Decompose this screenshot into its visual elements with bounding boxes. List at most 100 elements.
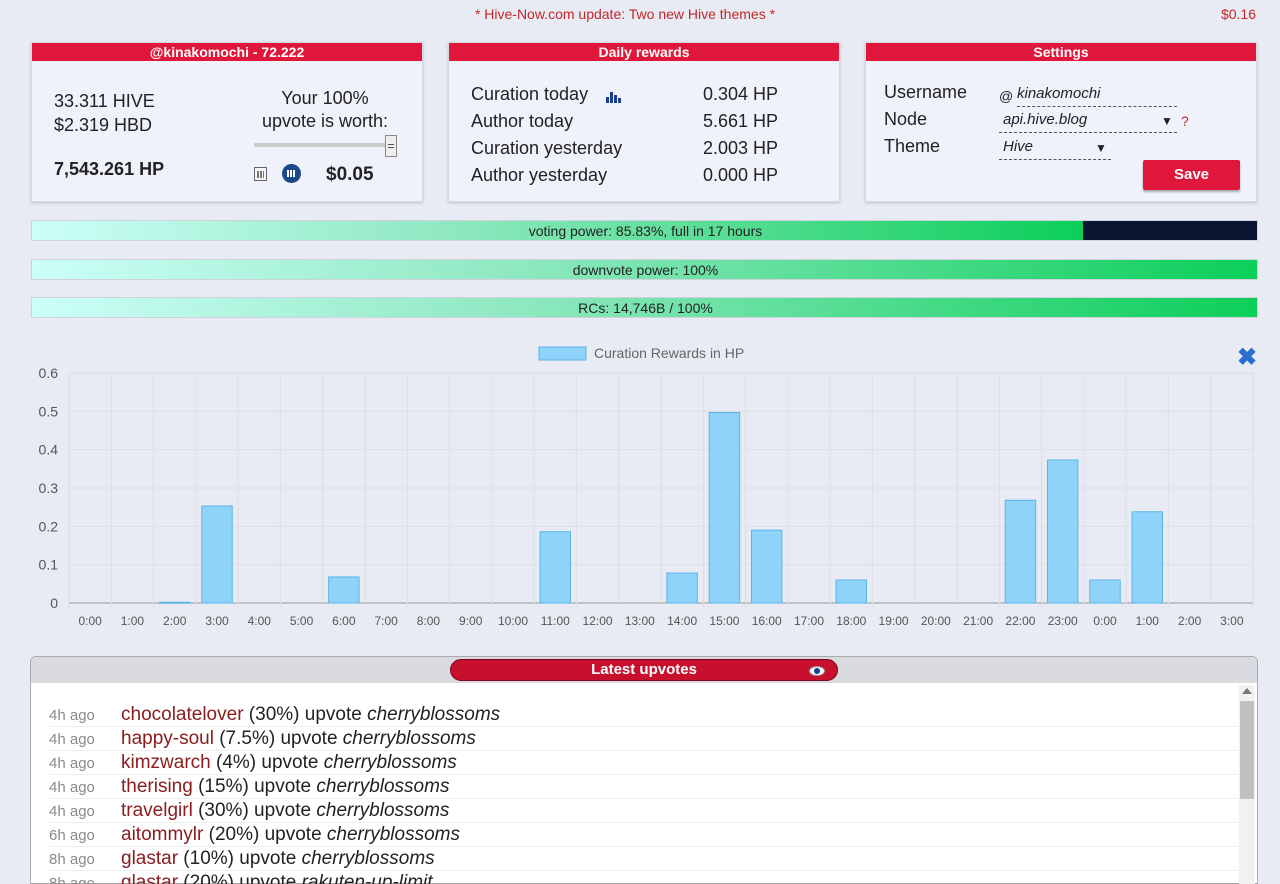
bar-chart-icon[interactable] [606,89,623,103]
x-tick-label: 21:00 [963,614,993,628]
upvote-voter-link[interactable]: kimzwarch [121,752,211,773]
theme-select[interactable]: Hive ▼ [999,138,1111,160]
upvote-worth-label-line2: upvote is worth: [261,111,389,131]
x-tick-label: 18:00 [836,614,866,628]
upvote-worth-label: Your 100% upvote is worth: [252,87,398,133]
downvote-power-fill [32,260,1257,279]
username-input[interactable]: kinakomochi [1017,85,1177,107]
upvote-time: 4h ago [49,803,95,820]
scrollbar[interactable] [1239,685,1255,884]
upvote-row: 4h ago travelgirl (30%) upvote cherryblos… [49,799,1239,823]
scroll-up-arrow-icon[interactable] [1242,688,1252,694]
chart-bar [666,572,698,604]
username-prefix: @ [999,88,1014,104]
node-help-link[interactable]: ? [1181,113,1189,129]
chart-bar [328,576,360,604]
x-tick-label: 22:00 [1005,614,1035,628]
upvote-voter-link[interactable]: glastar [121,872,179,884]
upvote-voter-link[interactable]: travelgirl [121,800,193,821]
rc-text: RCs: 14,746B / 100% [578,300,713,316]
theme-label: Theme [884,136,941,156]
chevron-down-icon: ▼ [1161,114,1173,128]
x-tick-label: 9:00 [459,614,483,628]
upvote-list: 4h ago chocolatelover (30%) upvote cherry… [49,703,1239,884]
upvote-weight-text: (30%) upvote [243,704,368,725]
x-tick-label: 19:00 [879,614,909,628]
x-tick-label: 17:00 [794,614,824,628]
upvote-voter-link[interactable]: therising [121,776,193,797]
voting-power-fill [32,221,1084,240]
upvote-weight-text: (10%) upvote [178,848,302,869]
node-select[interactable]: api.hive.blog ▼ [999,111,1177,133]
upvote-row: 4h ago happy-soul (7.5%) upvote cherryblo… [49,727,1239,751]
voting-power-bar: voting power: 85.83%, full in 17 hours [31,220,1258,241]
latest-upvotes-title-text: Latest upvotes [591,661,697,678]
x-tick-label: 8:00 [417,614,441,628]
announcement-link[interactable]: * Hive-Now.com update: Two new Hive them… [474,6,776,22]
author-yesterday-label: Author yesterday [471,165,608,185]
account-title: @kinakomochi - 72.222 [32,43,422,61]
chart-bar [158,601,191,604]
downvote-power-bar: downvote power: 100% [31,259,1258,280]
upvote-voter-link[interactable]: happy-soul [121,728,214,749]
upvote-weight-text: (15%) upvote [192,776,317,797]
upvote-voter-link[interactable]: glastar [121,848,179,869]
chevron-down-icon: ▼ [1095,141,1107,155]
upvote-time: 8h ago [49,851,95,868]
upvote-voter-link[interactable]: chocolatelover [121,704,244,725]
x-tick-label: 11:00 [541,614,570,628]
close-chart-icon[interactable]: ✖ [1237,344,1258,371]
upvote-author: cherryblossoms [316,776,450,797]
scrollbar-thumb[interactable] [1240,701,1254,799]
upvote-voter-link[interactable]: aitommylr [121,824,204,845]
rc-fill [32,298,1257,317]
chart-bar [1089,579,1121,604]
x-tick-label: 16:00 [752,614,782,628]
upvote-row: 8h ago glastar (10%) upvote cherryblossom… [49,847,1239,871]
chart-bar [750,529,783,604]
upvote-worth-label-line1: Your 100% [281,88,369,108]
y-tick-label: 0.1 [39,557,59,573]
chart-toggle-icon[interactable] [282,164,301,183]
downvote-power-text: downvote power: 100% [572,262,719,278]
y-tick-label: 0.6 [39,365,59,381]
x-tick-label: 12:00 [583,614,613,628]
legend-swatch [538,346,587,361]
voting-power-text: voting power: 85.83%, full in 17 hours [528,223,763,239]
author-today-value: 5.661 HP [703,111,779,131]
upvote-time: 4h ago [49,755,95,772]
upvote-author: cherryblossoms [323,752,457,773]
y-tick-label: 0.2 [39,518,59,534]
x-tick-label: 15:00 [709,614,739,628]
theme-select-value: Hive [1003,138,1034,155]
x-tick-label: 3:00 [1220,614,1244,628]
curation-today-value: 0.304 HP [703,84,779,104]
calculator-icon[interactable] [254,167,267,181]
upvote-author: cherryblossoms [316,800,450,821]
hp-balance: 7,543.261 HP [54,159,165,179]
upvote-time: 8h ago [49,875,95,884]
upvote-weight-text: (7.5%) upvote [213,728,343,749]
eye-icon[interactable] [809,666,825,676]
vote-weight-slider-handle[interactable] [385,135,397,157]
hive-balance: 33.311 HIVE [54,91,155,111]
curation-yesterday-value: 2.003 HP [703,138,779,158]
x-tick-label: 5:00 [290,614,314,628]
x-tick-label: 20:00 [921,614,951,628]
upvote-author: rakuten-up-limit [301,872,433,884]
daily-rewards-panel: Daily rewards Curation today 0.304 HP Au… [448,42,840,202]
x-tick-label: 0:00 [1093,614,1117,628]
upvote-row: 8h ago glastar (20%) upvote rakuten-up-li… [49,871,1239,884]
latest-upvotes-title[interactable]: Latest upvotes [450,659,838,681]
hbd-balance: $2.319 HBD [54,115,153,135]
hive-price: $0.16 [1220,6,1256,22]
vote-weight-slider[interactable] [254,143,396,147]
save-button[interactable]: Save [1143,160,1240,190]
upvote-row: 4h ago kimzwarch (4%) upvote cherryblosso… [49,751,1239,775]
upvote-weight-text: (20%) upvote [178,872,302,884]
curation-today-label: Curation today [471,84,589,104]
x-tick-label: 1:00 [121,614,145,628]
latest-upvotes-panel: Latest upvotes 4h ago chocolatelover (30%… [30,656,1258,884]
x-tick-label: 0:00 [78,614,102,628]
curation-chart-svg: 0 0.1 0.2 0.3 0.4 0.5 0.6 0:00 1:00 2:00 3:00 4:00 5… [39,345,1254,628]
